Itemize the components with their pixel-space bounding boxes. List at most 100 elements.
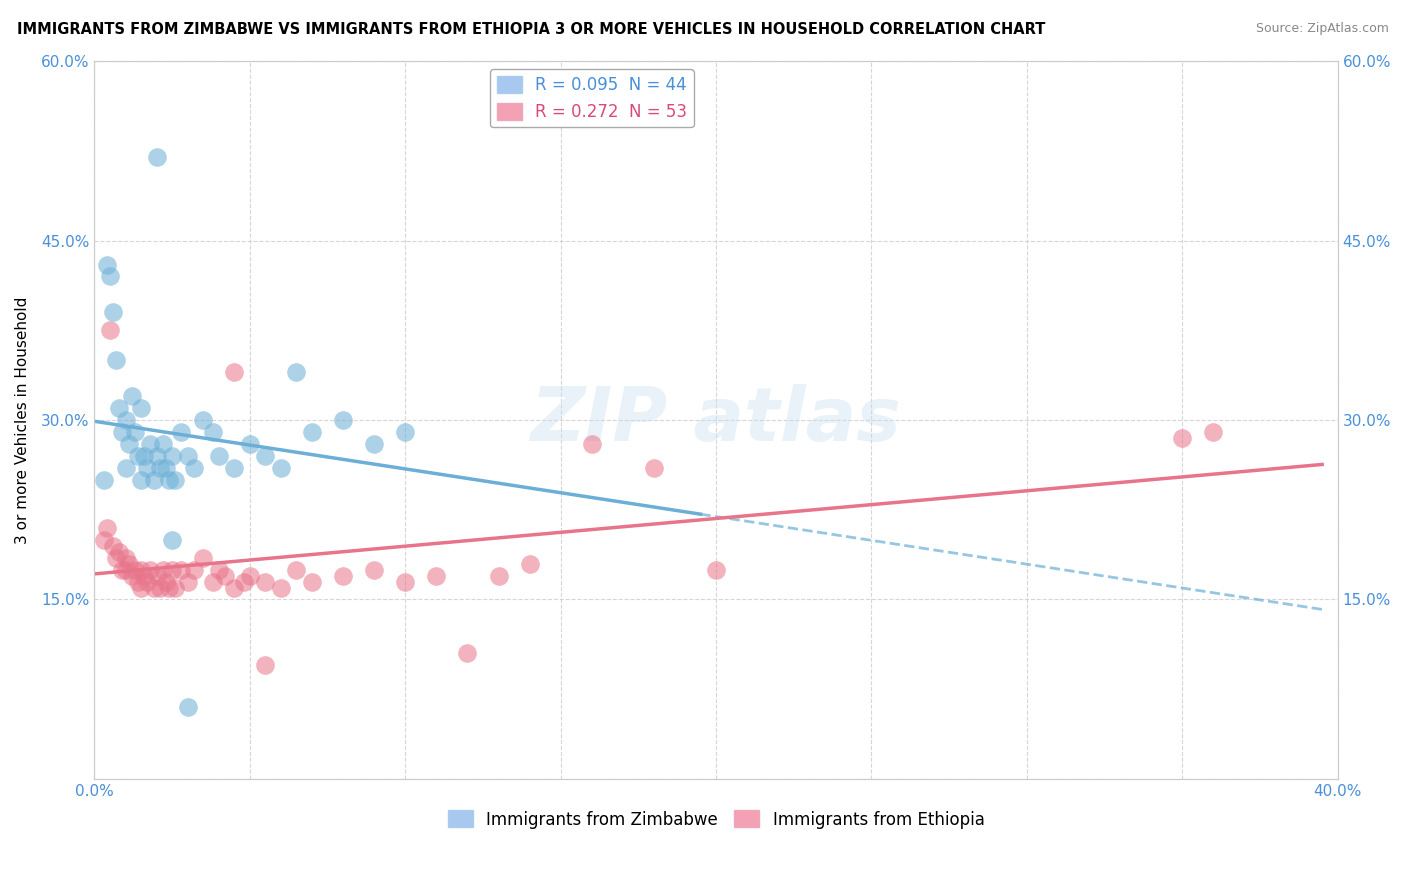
Point [488, 568, 510, 582]
Point [170, 425, 193, 439]
Point [201, 425, 224, 439]
Legend: Immigrants from Zimbabwe, Immigrants from Ethiopia: Immigrants from Zimbabwe, Immigrants fro… [441, 804, 991, 835]
Point [114, 550, 136, 565]
Text: ZIP atlas: ZIP atlas [530, 384, 901, 457]
Point [124, 425, 146, 439]
Point [134, 449, 156, 463]
Point [581, 437, 603, 451]
Point [301, 574, 323, 589]
Point [394, 425, 416, 439]
Point [193, 550, 215, 565]
Point [177, 700, 200, 714]
Point [160, 533, 183, 547]
Point [108, 401, 131, 415]
Point [114, 413, 136, 427]
Point [177, 574, 200, 589]
Point [332, 413, 354, 427]
Point [285, 563, 308, 577]
Point [145, 449, 167, 463]
Point [134, 568, 156, 582]
Point [193, 413, 215, 427]
Point [93, 473, 115, 487]
Point [152, 563, 174, 577]
Point [105, 550, 128, 565]
Point [224, 461, 246, 475]
Text: Source: ZipAtlas.com: Source: ZipAtlas.com [1256, 22, 1389, 36]
Point [643, 461, 665, 475]
Point [129, 401, 152, 415]
Point [149, 581, 172, 595]
Point [118, 437, 141, 451]
Point [363, 563, 385, 577]
Point [145, 568, 167, 582]
Point [165, 581, 187, 595]
Point [1171, 431, 1194, 445]
Point [301, 425, 323, 439]
Point [239, 568, 262, 582]
Point [145, 150, 167, 164]
Point [183, 563, 205, 577]
Point [105, 353, 128, 368]
Point [127, 449, 149, 463]
Point [101, 539, 124, 553]
Point [160, 449, 183, 463]
Point [170, 563, 193, 577]
Point [129, 563, 152, 577]
Point [111, 425, 134, 439]
Point [129, 581, 152, 595]
Point [425, 568, 447, 582]
Point [183, 461, 205, 475]
Point [155, 574, 177, 589]
Point [114, 461, 136, 475]
Point [208, 563, 231, 577]
Point [139, 563, 162, 577]
Point [157, 581, 180, 595]
Point [177, 449, 200, 463]
Point [332, 568, 354, 582]
Text: IMMIGRANTS FROM ZIMBABWE VS IMMIGRANTS FROM ETHIOPIA 3 OR MORE VEHICLES IN HOUSE: IMMIGRANTS FROM ZIMBABWE VS IMMIGRANTS F… [17, 22, 1045, 37]
Point [285, 365, 308, 379]
Point [142, 581, 165, 595]
Point [224, 581, 246, 595]
Point [124, 563, 146, 577]
Point [270, 461, 292, 475]
Point [201, 574, 224, 589]
Point [165, 473, 187, 487]
Point [98, 323, 121, 337]
Point [394, 574, 416, 589]
Point [254, 449, 277, 463]
Point [96, 258, 118, 272]
Point [363, 437, 385, 451]
Point [254, 574, 277, 589]
Point [155, 461, 177, 475]
Point [157, 473, 180, 487]
Point [142, 473, 165, 487]
Point [101, 305, 124, 319]
Point [232, 574, 254, 589]
Point [152, 437, 174, 451]
Point [127, 574, 149, 589]
Point [98, 269, 121, 284]
Point [121, 389, 143, 403]
Point [121, 568, 143, 582]
Point [160, 563, 183, 577]
Point [118, 557, 141, 571]
Point [129, 473, 152, 487]
Point [1202, 425, 1225, 439]
Point [208, 449, 231, 463]
Point [111, 563, 134, 577]
Point [136, 574, 159, 589]
Point [96, 521, 118, 535]
Point [239, 437, 262, 451]
Point [139, 437, 162, 451]
Point [254, 658, 277, 673]
Point [93, 533, 115, 547]
Point [519, 557, 541, 571]
Point [136, 461, 159, 475]
Point [214, 568, 236, 582]
Point [224, 365, 246, 379]
Point [270, 581, 292, 595]
Point [108, 544, 131, 558]
Point [149, 461, 172, 475]
Point [114, 563, 136, 577]
